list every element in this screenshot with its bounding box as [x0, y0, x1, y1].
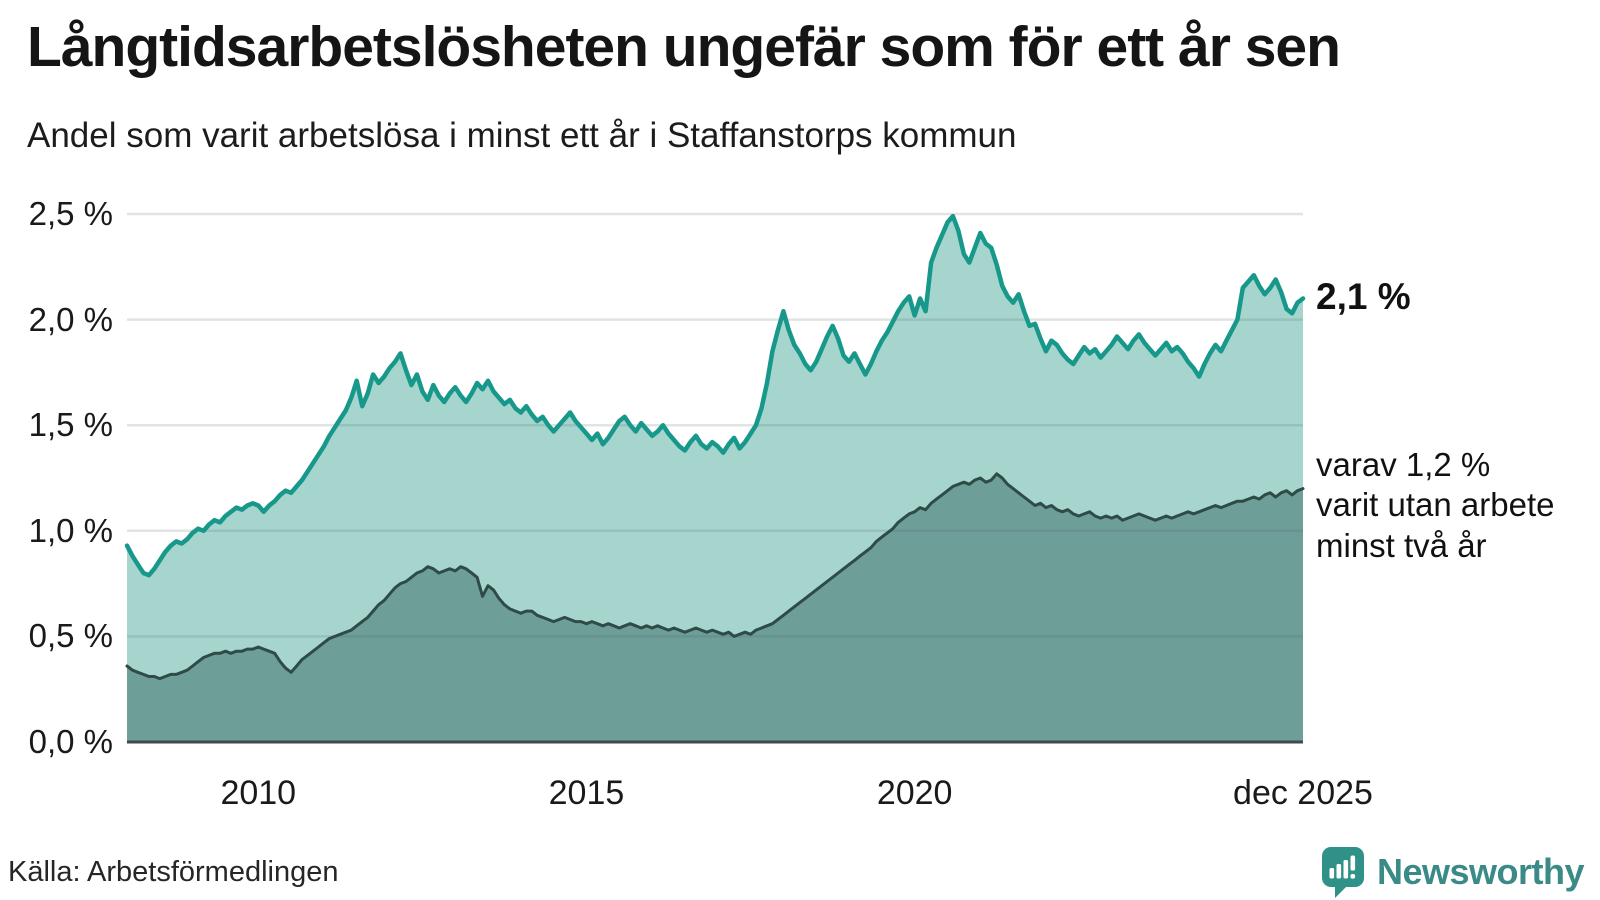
y-axis-tick-label: 0,0 % [28, 723, 113, 760]
y-axis-tick-label: 0,5 % [28, 617, 113, 655]
gridlines [127, 212, 1303, 638]
two-year-annotation-line: varav 1,2 % [1316, 445, 1491, 483]
newsworthy-logo-icon [1321, 847, 1364, 898]
y-axis-tick-label: 2,0 % [28, 300, 113, 338]
y-axis-tick-label: 2,5 % [28, 195, 113, 232]
x-axis-tick-label: 2015 [548, 774, 625, 812]
page-title: Långtidsarbetslösheten ungefär som för e… [27, 15, 1341, 79]
y-axis-tick-label: 1,5 % [28, 406, 113, 444]
y-axis-tick-label: 1,0 % [28, 511, 113, 549]
newsworthy-logo-text: Newsworthy [1376, 851, 1585, 892]
two-year-annotation-line: varit utan arbete [1316, 486, 1555, 524]
source-note: Källa: Arbetsförmedlingen [8, 856, 339, 888]
x-axis-tick-label: dec 2025 [1233, 774, 1373, 812]
newsworthy-branding: Newsworthy [1320, 846, 1585, 898]
total-end-value-label: 2,1 % [1316, 276, 1411, 318]
x-axis-tick-label: 2020 [876, 774, 953, 812]
two-year-series-line [125, 472, 1305, 681]
two-year-annotation-line: minst två år [1316, 527, 1487, 565]
two-year-end-annotation: varav 1,2 % varit utan arbete minst två år [1316, 445, 1554, 568]
two-year-series-area [127, 473, 1303, 742]
chart-subtitle: Andel som varit arbetslösa i minst ett å… [27, 116, 1017, 155]
x-axis-tick-label: 2010 [220, 774, 297, 812]
total-series-line [124, 213, 1306, 578]
